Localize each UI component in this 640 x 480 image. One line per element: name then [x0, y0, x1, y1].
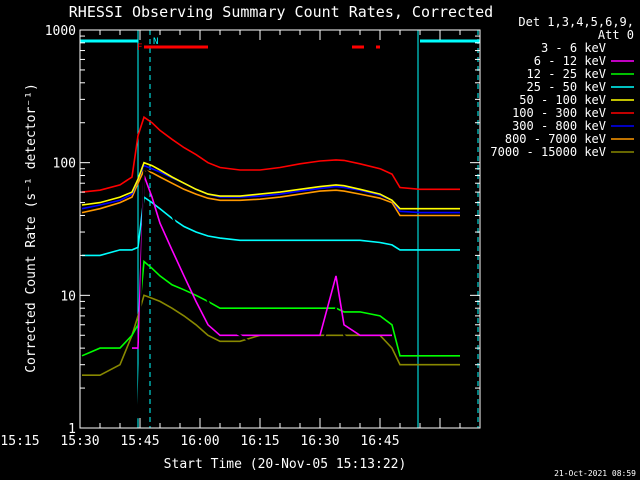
- plot-area: F N 1 10 100 1000 15:15 15:30 15:45 16:00 16:15 16:…: [0, 24, 481, 449]
- y-tick-label-100: 100: [53, 157, 76, 172]
- x-tick-label-1600: 16:00: [180, 434, 219, 449]
- legend-header-line1: Det 1,3,4,5,6,9,: [518, 15, 634, 29]
- legend-entry-label: 50 - 100 keV: [519, 93, 606, 107]
- series-line-25-50-keV: [82, 195, 460, 257]
- x-tick-label-1530: 15:30: [60, 434, 99, 449]
- x-tick-label-1615: 16:15: [240, 434, 279, 449]
- series-line-50-100-keV: [81, 161, 460, 210]
- legend-entry-label: 7000 - 15000 keV: [490, 145, 606, 159]
- legend-entry-label: 3 - 6 keV: [541, 41, 606, 55]
- legend-entry-label: 800 - 7000 keV: [505, 132, 606, 146]
- y-axis-label: Corrected Count Rate (s⁻¹ detector⁻¹): [24, 83, 39, 373]
- legend-entry-label: 6 - 12 keV: [534, 54, 606, 68]
- legend-entry-label: 25 - 50 keV: [527, 80, 606, 94]
- series-line-6-12-keV: [132, 175, 392, 349]
- legend-entry-label: 300 - 800 keV: [512, 119, 606, 133]
- x-tick-label-1630: 16:30: [300, 434, 339, 449]
- footer-timestamp: 21-Oct-2021 08:59: [554, 469, 636, 478]
- series-line-100-300-keV: [81, 115, 460, 193]
- chart-title: RHESSI Observing Summary Count Rates, Co…: [69, 3, 493, 21]
- y-tick-label-1: 1: [68, 422, 76, 437]
- y-tick-label-1000: 1000: [45, 24, 76, 39]
- legend-header-line2: Att 0: [598, 28, 634, 42]
- legend-entry-label: 100 - 300 keV: [512, 106, 606, 120]
- legend-entry-label: 12 - 25 keV: [527, 67, 606, 81]
- series-line-3-6-keV: [132, 167, 393, 419]
- x-tick-label-1515: 15:15: [0, 434, 39, 449]
- x-axis-label: Start Time (20-Nov-05 15:13:22): [164, 457, 407, 472]
- x-tick-label-1545: 15:45: [120, 434, 159, 449]
- x-tick-label-1645: 16:45: [360, 434, 399, 449]
- y-tick-label-10: 10: [60, 289, 76, 304]
- series-line-800-7000-keV: [81, 169, 460, 217]
- series-line-300-800-keV: [81, 164, 460, 214]
- flag-label-f: F: [137, 43, 142, 53]
- flag-label-n: N: [153, 37, 158, 47]
